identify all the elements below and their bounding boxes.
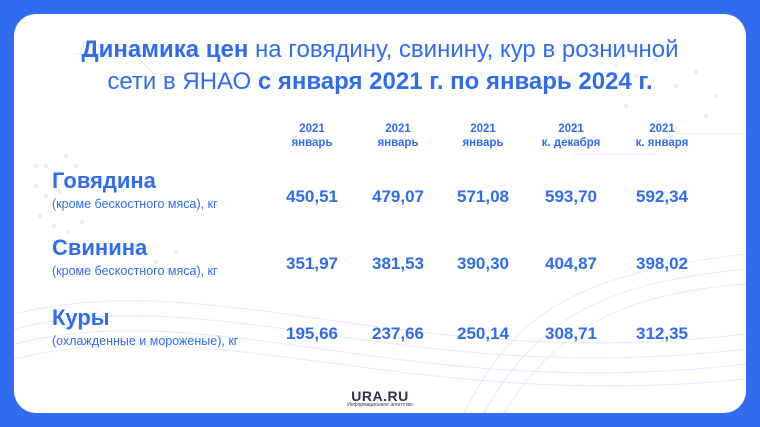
column-header: 2021 к. января [607, 122, 717, 150]
chart-title: Динамика цен на говядину, свинину, кур в… [14, 34, 746, 98]
row-name: Куры [52, 305, 110, 330]
table-cell: 398,02 [636, 254, 688, 273]
column-label: январь [462, 137, 504, 149]
row-subtitle: (кроме бескостного мяса), кг [52, 264, 218, 278]
column-year: 2021 [558, 123, 584, 135]
column-year: 2021 [385, 123, 411, 135]
column-year: 2021 [299, 123, 325, 135]
column-label: к. декабря [541, 137, 601, 149]
table-cell: 592,34 [636, 187, 688, 206]
table-cell: 404,87 [545, 254, 597, 273]
logo-subtext: Информационное агентство [347, 402, 413, 408]
background-decoration [14, 53, 746, 413]
column-year: 2021 [470, 123, 496, 135]
table-cell: 237,66 [372, 324, 424, 343]
column-label: январь [291, 137, 333, 149]
table-cell: 312,35 [636, 324, 688, 343]
column-label: к. января [635, 137, 689, 149]
table-cell: 381,53 [372, 254, 424, 273]
title-text-2: сети в ЯНАО [107, 68, 258, 95]
row-name: Говядина [52, 168, 156, 193]
table-cell: 195,66 [286, 324, 338, 343]
table-cell: 450,51 [286, 187, 338, 206]
row-subtitle: (охлажденные и мороженые), кг [52, 334, 239, 348]
column-header: 2021 январь [257, 122, 367, 150]
title-line-2: сети в ЯНАО с января 2021 г. по январь 2… [14, 66, 746, 98]
title-highlight-1: Динамика цен [81, 36, 249, 63]
table-cell: 351,97 [286, 254, 338, 273]
column-label: январь [377, 137, 419, 149]
table-cell: 390,30 [457, 254, 509, 273]
logo-text: URA.RU [351, 388, 409, 404]
title-line-1: Динамика цен на говядину, свинину, кур в… [14, 34, 746, 66]
title-highlight-2: с января 2021 г. по январь 2024 г. [257, 68, 653, 95]
column-header: 2021 январь [428, 122, 538, 150]
table-cell: 308,71 [545, 324, 597, 343]
infographic-card: Динамика цен на говядину, свинину, кур в… [14, 14, 746, 413]
table-cell: 250,14 [457, 324, 509, 343]
title-text-1: на говядину, свинину, кур в розничной [248, 36, 679, 63]
table-cell: 571,08 [457, 187, 509, 206]
table-cell: 593,70 [545, 187, 597, 206]
column-header: 2021 к. декабря [516, 122, 626, 150]
row-subtitle: (кроме бескостного мяса), кг [52, 197, 218, 211]
row-name: Свинина [52, 235, 148, 260]
logo: URA.RU Информационное агентство [14, 388, 746, 408]
column-header: 2021 январь [343, 122, 453, 150]
column-year: 2021 [649, 123, 675, 135]
table-cell: 479,07 [372, 187, 424, 206]
